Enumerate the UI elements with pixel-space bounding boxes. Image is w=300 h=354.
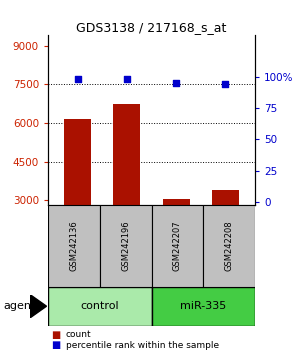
Text: control: control bbox=[80, 301, 119, 311]
Bar bbox=[48, 287, 152, 326]
Text: miR-335: miR-335 bbox=[180, 301, 226, 311]
Point bbox=[124, 76, 129, 82]
Text: ■: ■ bbox=[51, 330, 60, 339]
Text: percentile rank within the sample: percentile rank within the sample bbox=[66, 341, 219, 350]
Point bbox=[75, 76, 80, 82]
Bar bbox=[152, 205, 203, 287]
Bar bbox=[113, 104, 140, 278]
Text: GSM242207: GSM242207 bbox=[173, 221, 182, 272]
Point bbox=[174, 80, 178, 86]
Title: GDS3138 / 217168_s_at: GDS3138 / 217168_s_at bbox=[76, 21, 227, 34]
Text: GSM242196: GSM242196 bbox=[121, 221, 130, 272]
Bar bbox=[152, 287, 255, 326]
Polygon shape bbox=[30, 295, 46, 318]
Bar bbox=[64, 119, 91, 278]
Text: GSM242208: GSM242208 bbox=[225, 221, 234, 272]
Bar bbox=[212, 190, 239, 278]
Bar bbox=[163, 199, 190, 278]
Bar bbox=[203, 205, 255, 287]
Text: GSM242136: GSM242136 bbox=[69, 221, 78, 272]
Point bbox=[223, 81, 228, 87]
Text: ■: ■ bbox=[51, 340, 60, 350]
Bar bbox=[100, 205, 152, 287]
Text: count: count bbox=[66, 330, 92, 339]
Text: agent: agent bbox=[3, 301, 35, 311]
Bar bbox=[48, 205, 100, 287]
